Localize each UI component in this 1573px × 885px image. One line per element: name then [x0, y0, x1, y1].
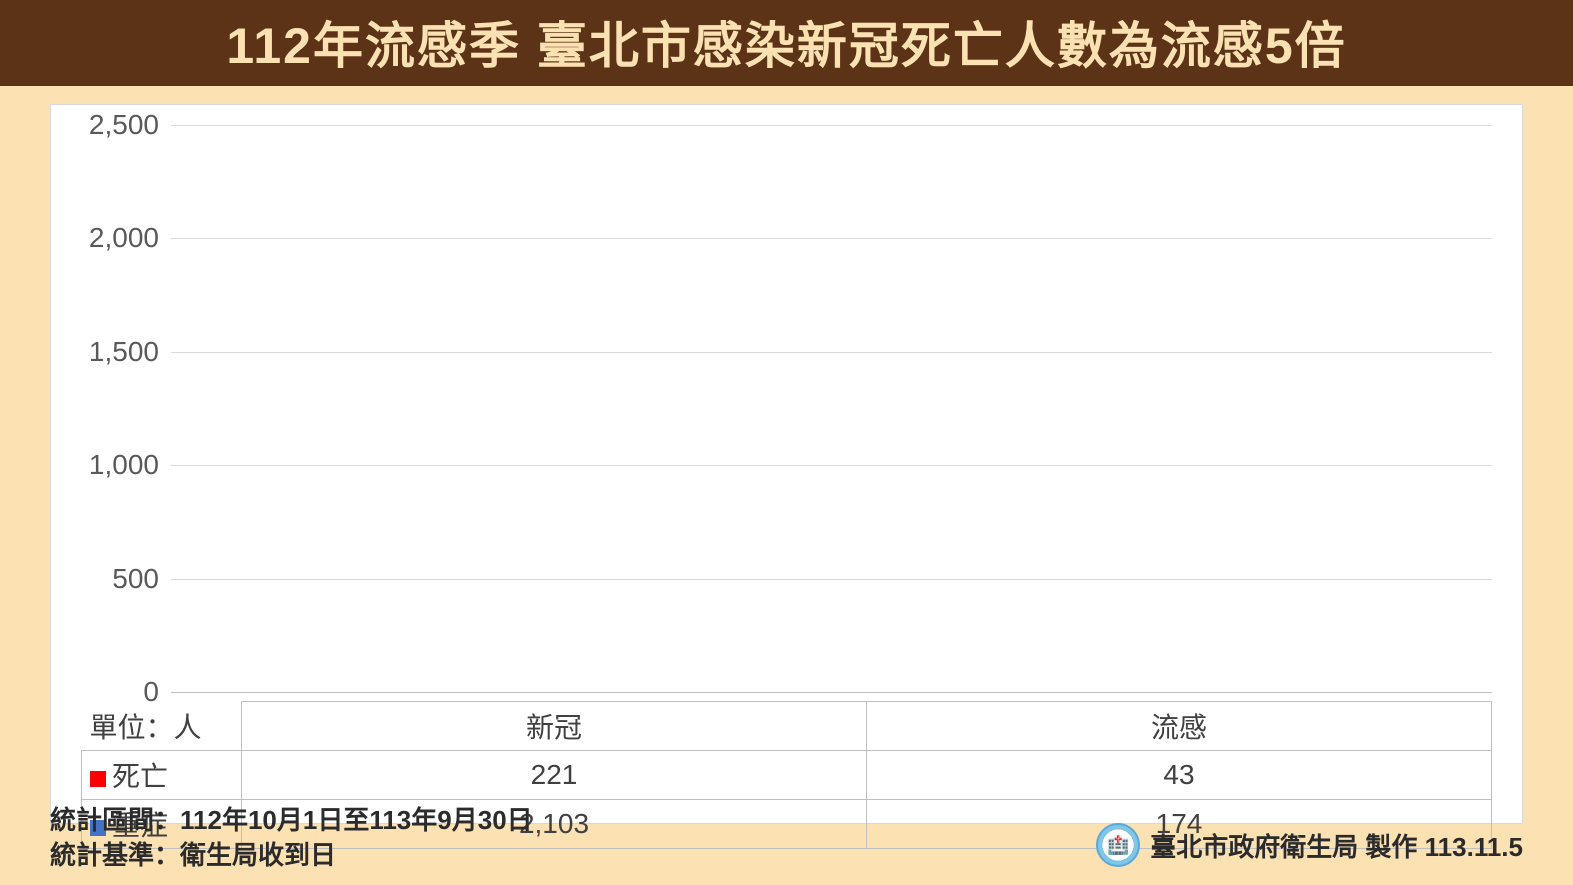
y-tick-label: 1,000 [89, 449, 171, 481]
credit-text: 臺北市政府衛生局 製作 113.11.5 [1150, 827, 1523, 864]
grid-line [171, 352, 1492, 353]
y-tick-label: 1,500 [89, 336, 171, 368]
table-row-categories: 單位：人 新冠 流感 [82, 702, 1492, 751]
plot-area: 05001,0001,5002,0002,500 [171, 125, 1492, 693]
footer-line-1: 統計區間：112年10月1日至113年9月30日 [50, 803, 533, 838]
y-tick-label: 2,500 [89, 109, 171, 141]
footer-line-2: 統計基準：衛生局收到日 [50, 838, 533, 873]
category-cell-1: 流感 [867, 702, 1492, 751]
grid-line [171, 579, 1492, 580]
legend-deaths: 死亡 [82, 751, 242, 800]
footer-notes: 統計區間：112年10月1日至113年9月30日 統計基準：衛生局收到日 [50, 803, 533, 873]
unit-label: 單位：人 [82, 702, 242, 751]
health-bureau-logo-icon: 🏥 [1096, 823, 1140, 867]
credit-block: 🏥 臺北市政府衛生局 製作 113.11.5 [1096, 823, 1523, 867]
deaths-val-0: 221 [242, 751, 867, 800]
deaths-val-1: 43 [867, 751, 1492, 800]
y-tick-label: 500 [112, 563, 171, 595]
page-title: 112年流感季 臺北市感染新冠死亡人數為流感5倍 [0, 0, 1573, 86]
category-cell-0: 新冠 [242, 702, 867, 751]
bars-layer [171, 125, 1492, 692]
grid-line [171, 238, 1492, 239]
grid-line [171, 125, 1492, 126]
y-tick-label: 2,000 [89, 222, 171, 254]
chart-card: 05001,0001,5002,0002,500 單位：人 新冠 流感 死亡 2… [50, 104, 1523, 824]
table-row-deaths: 死亡 221 43 [82, 751, 1492, 800]
legend-deaths-label: 死亡 [112, 761, 168, 792]
grid-line [171, 465, 1492, 466]
swatch-deaths [90, 771, 106, 787]
